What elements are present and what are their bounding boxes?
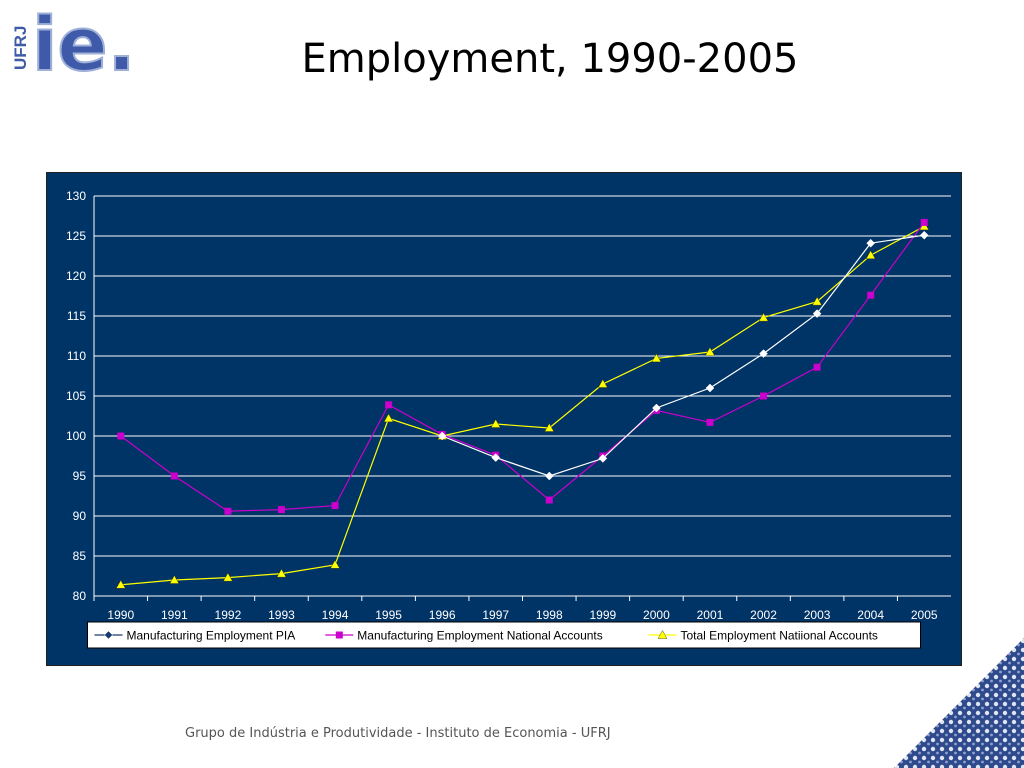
x-tick-label: 1993 bbox=[268, 608, 295, 622]
data-point-series-3 bbox=[812, 296, 822, 306]
data-point-series-3 bbox=[598, 379, 608, 388]
gridlines bbox=[94, 195, 951, 597]
logo-side-text: UFRJ bbox=[11, 26, 30, 70]
logo-text: ie. bbox=[32, 2, 134, 80]
data-point-series-3 bbox=[865, 250, 876, 259]
legend-box bbox=[87, 621, 921, 649]
data-point-series-3 bbox=[705, 347, 715, 356]
series-lines bbox=[115, 218, 930, 589]
data-point-series-1 bbox=[919, 230, 929, 240]
data-point-series-1 bbox=[598, 454, 608, 463]
legend-label: Manufacturing Employment PIA bbox=[127, 629, 296, 643]
axes: 80 85 90 95 100 105 110 115 120 125 130 1990 1991 199… bbox=[66, 189, 951, 622]
x-tick-label: 1999 bbox=[589, 608, 616, 622]
y-tick-label: 110 bbox=[67, 349, 86, 363]
data-point-series-2 bbox=[867, 291, 875, 299]
x-tick-label: 2000 bbox=[643, 608, 670, 622]
decorative-corner-pattern bbox=[894, 638, 1024, 768]
data-point-series-1 bbox=[652, 403, 661, 413]
x-tick-label: 2005 bbox=[911, 608, 938, 622]
data-point-series-3 bbox=[383, 413, 394, 423]
x-tick-label: 1991 bbox=[161, 608, 188, 622]
data-point-series-3 bbox=[276, 568, 287, 578]
data-point-series-3 bbox=[758, 312, 769, 322]
data-point-series-2 bbox=[813, 363, 821, 371]
y-tick-label: 85 bbox=[73, 549, 87, 563]
data-point-series-3 bbox=[169, 575, 180, 584]
series-line-3 bbox=[120, 225, 925, 586]
series-line-2 bbox=[120, 222, 925, 512]
x-tick-label: 2003 bbox=[804, 608, 831, 622]
data-point-series-1 bbox=[437, 431, 447, 441]
data-point-series-2 bbox=[760, 392, 768, 400]
series-line-1 bbox=[441, 234, 925, 477]
y-tick-label: 120 bbox=[66, 269, 86, 283]
data-point-series-2 bbox=[385, 401, 393, 409]
slide-title: Employment, 1990-2005 bbox=[301, 36, 799, 82]
data-point-series-2 bbox=[920, 218, 928, 226]
data-point-series-3 bbox=[115, 579, 126, 589]
data-point-series-1 bbox=[759, 349, 768, 358]
y-tick-label: 105 bbox=[66, 389, 86, 403]
x-tick-label: 1995 bbox=[375, 608, 402, 622]
y-tick-label: 125 bbox=[66, 229, 86, 243]
data-point-series-1 bbox=[705, 383, 715, 393]
y-tick-label: 130 bbox=[66, 189, 86, 203]
x-tick-label: 1998 bbox=[536, 608, 563, 622]
legend-label: Manufacturing Employment National Accoun… bbox=[357, 629, 602, 643]
chart-frame: 80 85 90 95 100 105 110 115 120 125 130 1990 1991 199… bbox=[46, 172, 962, 666]
y-tick-label: 95 bbox=[73, 469, 87, 483]
y-tick-label: 90 bbox=[73, 509, 87, 523]
data-point-series-2 bbox=[706, 418, 714, 426]
data-point-series-1 bbox=[866, 238, 876, 248]
data-point-series-1 bbox=[544, 471, 554, 481]
y-tick-label: 115 bbox=[67, 309, 86, 323]
data-point-series-3 bbox=[651, 353, 662, 363]
data-point-series-3 bbox=[330, 559, 340, 569]
data-point-series-2 bbox=[117, 432, 125, 440]
data-point-series-1 bbox=[812, 309, 822, 318]
legend-marker bbox=[335, 631, 343, 639]
x-tick-label: 1994 bbox=[322, 608, 349, 622]
legend-label: Total Employment Natiional Accounts bbox=[681, 629, 878, 643]
employment-line-chart: 80 85 90 95 100 105 110 115 120 125 130 1990 1991 199… bbox=[47, 173, 961, 665]
data-point-series-2 bbox=[224, 507, 232, 515]
x-tick-label: 1996 bbox=[429, 608, 456, 622]
data-point-series-2 bbox=[277, 506, 285, 514]
slide-footer: Grupo de Indústria e Produtividade - Ins… bbox=[185, 726, 611, 741]
x-tick-label: 1990 bbox=[107, 608, 134, 622]
data-point-series-3 bbox=[490, 419, 501, 428]
legend-marker bbox=[657, 630, 668, 639]
data-point-series-3 bbox=[544, 423, 555, 432]
data-point-series-3 bbox=[223, 572, 233, 582]
data-point-series-1 bbox=[491, 453, 501, 462]
x-tick-label: 2002 bbox=[750, 608, 777, 622]
plot-area-background bbox=[47, 173, 961, 665]
y-tick-label: 80 bbox=[73, 589, 87, 603]
x-tick-label: 1992 bbox=[215, 608, 242, 622]
legend-marker bbox=[104, 630, 113, 640]
x-tick-label: 1997 bbox=[482, 608, 509, 622]
data-point-series-2 bbox=[545, 496, 553, 504]
y-tick-label: 100 bbox=[66, 429, 86, 443]
x-tick-label: 2004 bbox=[857, 608, 884, 622]
x-tick-label: 2001 bbox=[697, 608, 724, 622]
ufrj-ie-logo: UFRJ ie. bbox=[11, 1, 134, 80]
legend: Manufacturing Employment PIA Manufacturin… bbox=[87, 621, 921, 649]
data-point-series-2 bbox=[170, 472, 178, 480]
data-point-series-2 bbox=[331, 502, 339, 510]
